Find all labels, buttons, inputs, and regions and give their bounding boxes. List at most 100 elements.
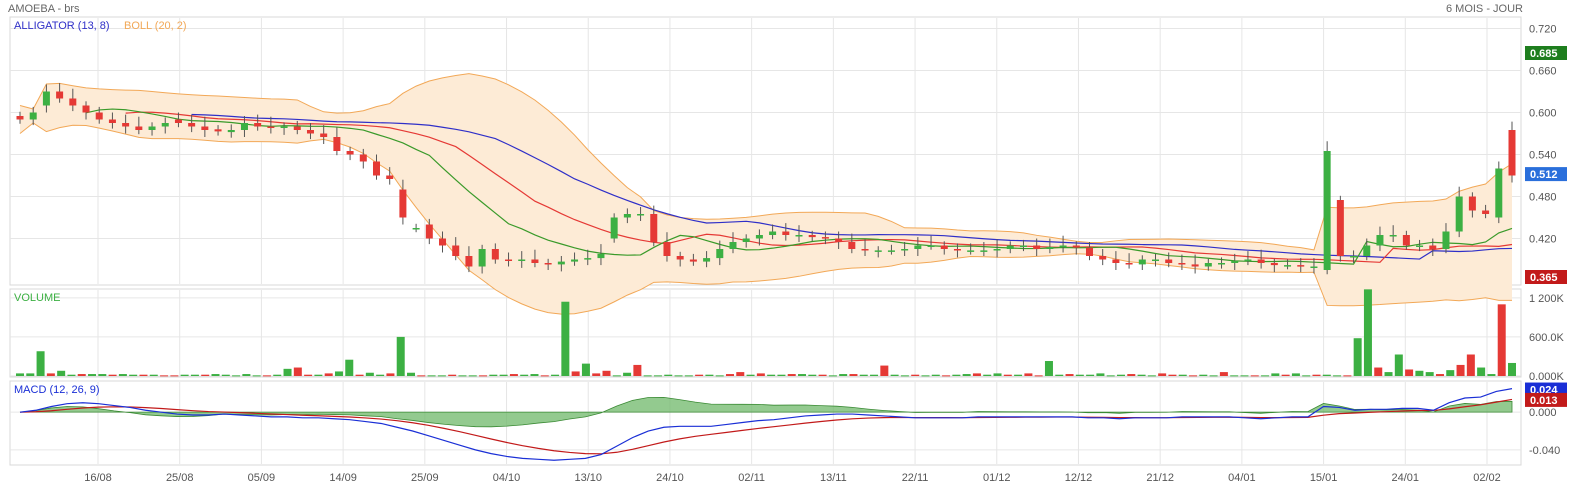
candle-body [240, 123, 248, 130]
candle-body [1059, 245, 1067, 247]
candle-body [1482, 210, 1490, 214]
x-tick-label: 25/08 [166, 472, 194, 484]
y-tick-label: 0.600 [1529, 108, 1557, 120]
volume-bar [1199, 374, 1208, 376]
volume-bar [633, 364, 642, 376]
boll-lower [19, 122, 1513, 315]
volume-bar [540, 375, 549, 377]
candle-body [280, 126, 288, 128]
y-tick-label: 0.720 [1529, 24, 1557, 36]
boll-upper [19, 73, 1513, 251]
x-tick-label: 02/02 [1473, 472, 1501, 484]
candle-body [795, 235, 803, 237]
candle-body [1323, 151, 1331, 270]
y-tick-label: 0.000K [1529, 371, 1565, 383]
candle-body [346, 151, 354, 155]
candle-body [452, 245, 460, 256]
y-tick-label: -0.040 [1529, 445, 1560, 457]
candle-body [650, 214, 658, 242]
volume-bar [365, 372, 374, 376]
volume-bar [1230, 375, 1239, 377]
price-marker-label: 0.512 [1530, 169, 1558, 181]
volume-bar [26, 373, 35, 376]
volume-bar [1044, 361, 1053, 376]
candle-body [1376, 235, 1384, 246]
volume-bar [139, 374, 148, 376]
volume-bar [684, 375, 693, 377]
candle-body [1165, 259, 1173, 263]
volume-bar [1219, 372, 1228, 376]
candle-body [1244, 259, 1252, 261]
volume-bar [1291, 373, 1300, 376]
volume-bar [828, 375, 837, 377]
x-tick-label: 16/08 [84, 472, 112, 484]
candle-body [1442, 231, 1450, 249]
candle-body [412, 228, 420, 230]
alligator-teeth [125, 111, 1513, 263]
x-tick-label: 24/10 [656, 472, 684, 484]
candle-body [1138, 259, 1146, 265]
volume-bar [653, 375, 662, 377]
candle-body [174, 119, 182, 123]
price-marker-label: 0.685 [1530, 48, 1558, 60]
volume-bar [767, 374, 776, 376]
candle-body [901, 249, 909, 251]
volume-bar [581, 363, 590, 376]
candle-body [201, 126, 209, 130]
candle-body [399, 189, 407, 218]
candle-body [1336, 200, 1344, 256]
volume-bar [736, 372, 745, 376]
volume-bar [98, 374, 107, 376]
candle-body [1112, 259, 1120, 263]
volume-bar [1466, 354, 1475, 376]
volume-bar [777, 374, 786, 376]
candle-body [769, 231, 777, 235]
candle-body [557, 261, 565, 265]
candle-body [1072, 245, 1080, 248]
candle-body [887, 250, 895, 252]
volume-bar [746, 374, 755, 376]
y-tick-label: 600.0K [1529, 332, 1565, 344]
volume-panel [9, 288, 1522, 378]
volume-bar [77, 374, 86, 376]
volume-bar [345, 359, 354, 376]
candle-body [56, 91, 64, 99]
candle-body [742, 238, 750, 242]
candle-body [1178, 263, 1186, 265]
candle-body [1257, 259, 1265, 263]
volume-bar [1096, 373, 1105, 376]
candle-body [439, 238, 447, 246]
candle-body [320, 133, 328, 137]
volume-bar [468, 375, 477, 377]
candle-body [95, 112, 103, 120]
volume-bar [623, 372, 632, 376]
volume-bar [221, 374, 230, 376]
volume-bar [962, 374, 971, 376]
candle-body [1363, 245, 1371, 256]
x-tick-label: 21/12 [1146, 472, 1174, 484]
volume-bar [530, 374, 539, 376]
candle-body [663, 242, 671, 256]
candle-body [29, 112, 37, 120]
volume-bar [1456, 364, 1465, 376]
volume-bar [983, 374, 992, 376]
volume-bar [1014, 374, 1023, 376]
volume-bar [612, 375, 621, 377]
y-tick-label: 0.660 [1529, 66, 1557, 78]
price-marker-label: 0.365 [1530, 272, 1558, 284]
volume-bar [1106, 375, 1115, 377]
volume-bar [1075, 374, 1084, 376]
candle-body [623, 214, 631, 218]
y-tick-label: 1 200K [1529, 293, 1565, 305]
candle-body [491, 249, 499, 260]
y-tick-label: 0.540 [1529, 150, 1557, 162]
candle-body [993, 249, 1001, 251]
candle-body [755, 235, 763, 239]
volume-bar [859, 374, 868, 376]
macd-marker-label: 0.013 [1530, 395, 1558, 407]
candle-body [16, 116, 24, 120]
volume-bar [149, 374, 158, 376]
volume-bar [1415, 370, 1424, 376]
volume-bar [1374, 367, 1383, 376]
candles [16, 83, 1516, 275]
